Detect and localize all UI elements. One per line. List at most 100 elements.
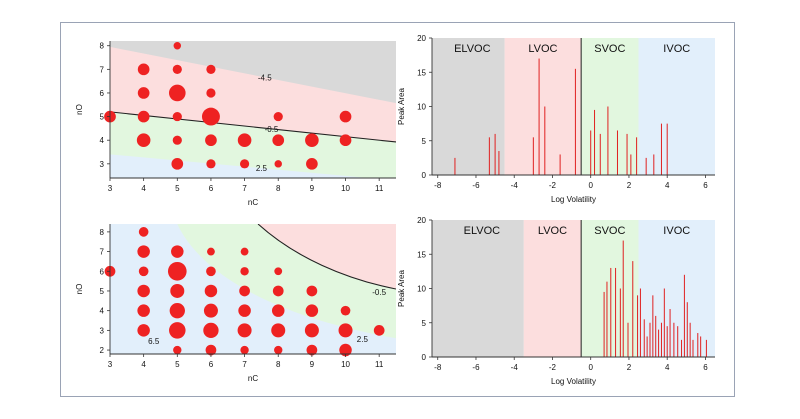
- x-tick-label: -8: [434, 363, 442, 372]
- x-tick-label: 4: [665, 363, 670, 372]
- region-label: IVOC: [663, 43, 690, 55]
- y-tick-label: 15: [417, 250, 426, 259]
- contour-label: -4.5: [258, 73, 272, 82]
- data-point: [274, 267, 283, 276]
- x-tick-label: 9: [310, 360, 315, 369]
- data-point: [237, 323, 252, 338]
- y-tick-label: 4: [100, 307, 105, 316]
- data-point: [240, 267, 249, 276]
- data-point: [203, 303, 218, 318]
- y-tick-label: 6: [100, 89, 105, 98]
- y-tick-label: 4: [100, 136, 105, 145]
- data-point: [239, 159, 250, 169]
- data-point: [169, 322, 186, 339]
- x-tick-label: 6: [209, 184, 214, 193]
- x-tick-label: 10: [341, 360, 350, 369]
- contour-label: -0.5: [265, 125, 279, 134]
- x-tick-label: 7: [242, 184, 247, 193]
- x-axis-label: Log Volatility: [551, 195, 596, 204]
- region-band: [504, 38, 582, 175]
- x-tick-label: 7: [242, 360, 247, 369]
- x-tick-label: 8: [276, 184, 281, 193]
- data-point: [170, 283, 185, 298]
- y-tick-label: 5: [422, 319, 427, 328]
- x-tick-label: 4: [141, 184, 146, 193]
- data-point: [339, 110, 352, 123]
- y-axis-label: nO: [75, 104, 84, 115]
- x-tick-label: 0: [588, 363, 593, 372]
- data-point: [137, 87, 150, 99]
- y-tick-label: 5: [100, 287, 105, 296]
- y-tick-label: 5: [422, 137, 427, 146]
- x-tick-label: 4: [665, 181, 670, 190]
- data-point: [172, 135, 182, 145]
- x-tick-label: 4: [141, 360, 146, 369]
- region-label: LVOC: [538, 225, 567, 237]
- data-point: [271, 304, 285, 317]
- data-point: [206, 88, 216, 98]
- x-tick-label: -4: [511, 363, 519, 372]
- data-point: [171, 157, 184, 170]
- data-point: [137, 304, 150, 317]
- region-band: [432, 220, 524, 357]
- x-tick-label: 6: [703, 363, 708, 372]
- y-tick-label: 0: [422, 353, 427, 362]
- region-band: [581, 38, 639, 175]
- y-tick-label: 15: [417, 68, 426, 77]
- data-point: [237, 133, 252, 148]
- chart-canvas: -4.5 -0.5 2.5 3 4 5 6 7 8 9 10 11 3 4 5 6 7 8 nC nO -0.5 2.5 6…: [75, 34, 715, 386]
- data-point: [204, 284, 218, 298]
- data-point: [271, 323, 286, 338]
- y-tick-label: 3: [100, 160, 105, 169]
- y-tick-label: 20: [417, 34, 426, 43]
- x-tick-label: -8: [434, 181, 442, 190]
- data-point: [206, 159, 216, 169]
- data-point: [207, 247, 215, 256]
- data-point: [304, 323, 319, 338]
- data-point: [168, 84, 186, 102]
- data-point: [173, 42, 182, 50]
- x-axis-label: nC: [248, 198, 258, 207]
- x-axis-label: Log Volatility: [551, 377, 596, 386]
- contour-label: 2.5: [357, 335, 369, 344]
- band-group: [110, 224, 396, 354]
- figure-frame: -4.5 -0.5 2.5 3 4 5 6 7 8 9 10 11 3 4 5 6 7 8 nC nO -0.5 2.5 6…: [60, 22, 735, 397]
- data-point: [205, 344, 217, 356]
- y-axis-label: Peak Area: [397, 87, 406, 124]
- x-tick-label: 3: [108, 360, 113, 369]
- x-tick-label: 9: [310, 184, 315, 193]
- data-point: [167, 261, 187, 281]
- data-point: [173, 345, 182, 355]
- contour-label: 6.5: [148, 337, 160, 346]
- region-label: SVOC: [594, 43, 625, 55]
- y-tick-label: 10: [417, 285, 426, 294]
- y-tick-label: 5: [100, 113, 105, 122]
- data-point: [137, 63, 150, 76]
- data-point: [306, 157, 318, 170]
- data-point: [206, 64, 216, 74]
- region-band: [432, 38, 505, 175]
- contour-line: [257, 224, 396, 290]
- y-tick-label: 10: [417, 103, 426, 112]
- data-point: [172, 64, 182, 74]
- x-tick-label: 8: [276, 360, 281, 369]
- x-tick-label: 11: [375, 184, 384, 193]
- region-band: [581, 220, 639, 357]
- data-point: [239, 285, 250, 297]
- data-point: [272, 134, 285, 147]
- x-tick-label: -2: [549, 363, 557, 372]
- y-tick-label: 7: [100, 65, 105, 74]
- data-point: [306, 344, 318, 356]
- data-point: [206, 266, 216, 277]
- x-tick-label: -4: [511, 181, 519, 190]
- data-point: [373, 325, 385, 336]
- x-tick-label: 2: [627, 363, 632, 372]
- y-tick-label: 8: [100, 228, 105, 237]
- x-tick-label: 3: [108, 184, 113, 193]
- data-point: [305, 133, 319, 148]
- y-tick-label: 6: [100, 267, 105, 276]
- data-point: [203, 322, 219, 339]
- y-tick-label: 3: [100, 326, 105, 335]
- region-label: SVOC: [594, 225, 625, 237]
- data-point: [273, 111, 283, 122]
